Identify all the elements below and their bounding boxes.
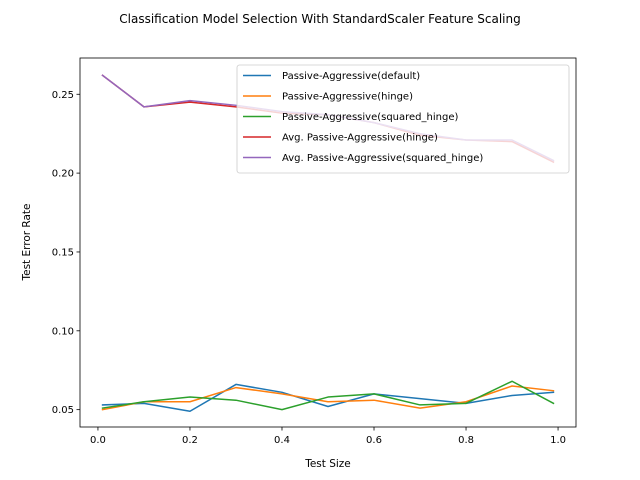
x-axis: 0.0 0.2 0.4 0.6 0.8 1.0 xyxy=(90,427,566,446)
y-axis: 0.05 0.10 0.15 0.20 0.25 xyxy=(52,90,80,416)
series-line-1 xyxy=(101,383,555,412)
x-tick-label: 1.0 xyxy=(550,435,566,446)
x-tick-label: 0.0 xyxy=(90,435,106,446)
legend-label: Passive-Aggressive(default) xyxy=(282,71,420,82)
legend-label: Passive-Aggressive(squared_hinge) xyxy=(282,112,458,123)
x-tick-label: 0.4 xyxy=(274,435,290,446)
y-tick-label: 0.15 xyxy=(52,247,74,258)
y-tick-label: 0.05 xyxy=(52,405,74,416)
x-tick-label: 0.8 xyxy=(458,435,474,446)
chart-title: Classification Model Selection With Stan… xyxy=(119,12,520,26)
legend-label: Avg. Passive-Aggressive(hinge) xyxy=(282,133,438,144)
legend: Passive-Aggressive(default) Passive-Aggre… xyxy=(236,64,570,174)
y-tick-label: 0.10 xyxy=(52,326,74,337)
y-axis-label: Test Error Rate xyxy=(21,203,33,281)
legend-frame xyxy=(236,64,570,174)
x-axis-label: Test Size xyxy=(304,458,351,470)
y-tick-label: 0.25 xyxy=(52,90,74,101)
y-tick-label: 0.20 xyxy=(52,169,74,180)
legend-label: Avg. Passive-Aggressive(squared_hinge) xyxy=(282,153,483,164)
legend-label: Passive-Aggressive(hinge) xyxy=(282,92,413,103)
axes-frame xyxy=(79,57,577,428)
x-tick-label: 0.2 xyxy=(182,435,198,446)
x-tick-label: 0.6 xyxy=(366,435,382,446)
series-line-3 xyxy=(101,380,555,411)
